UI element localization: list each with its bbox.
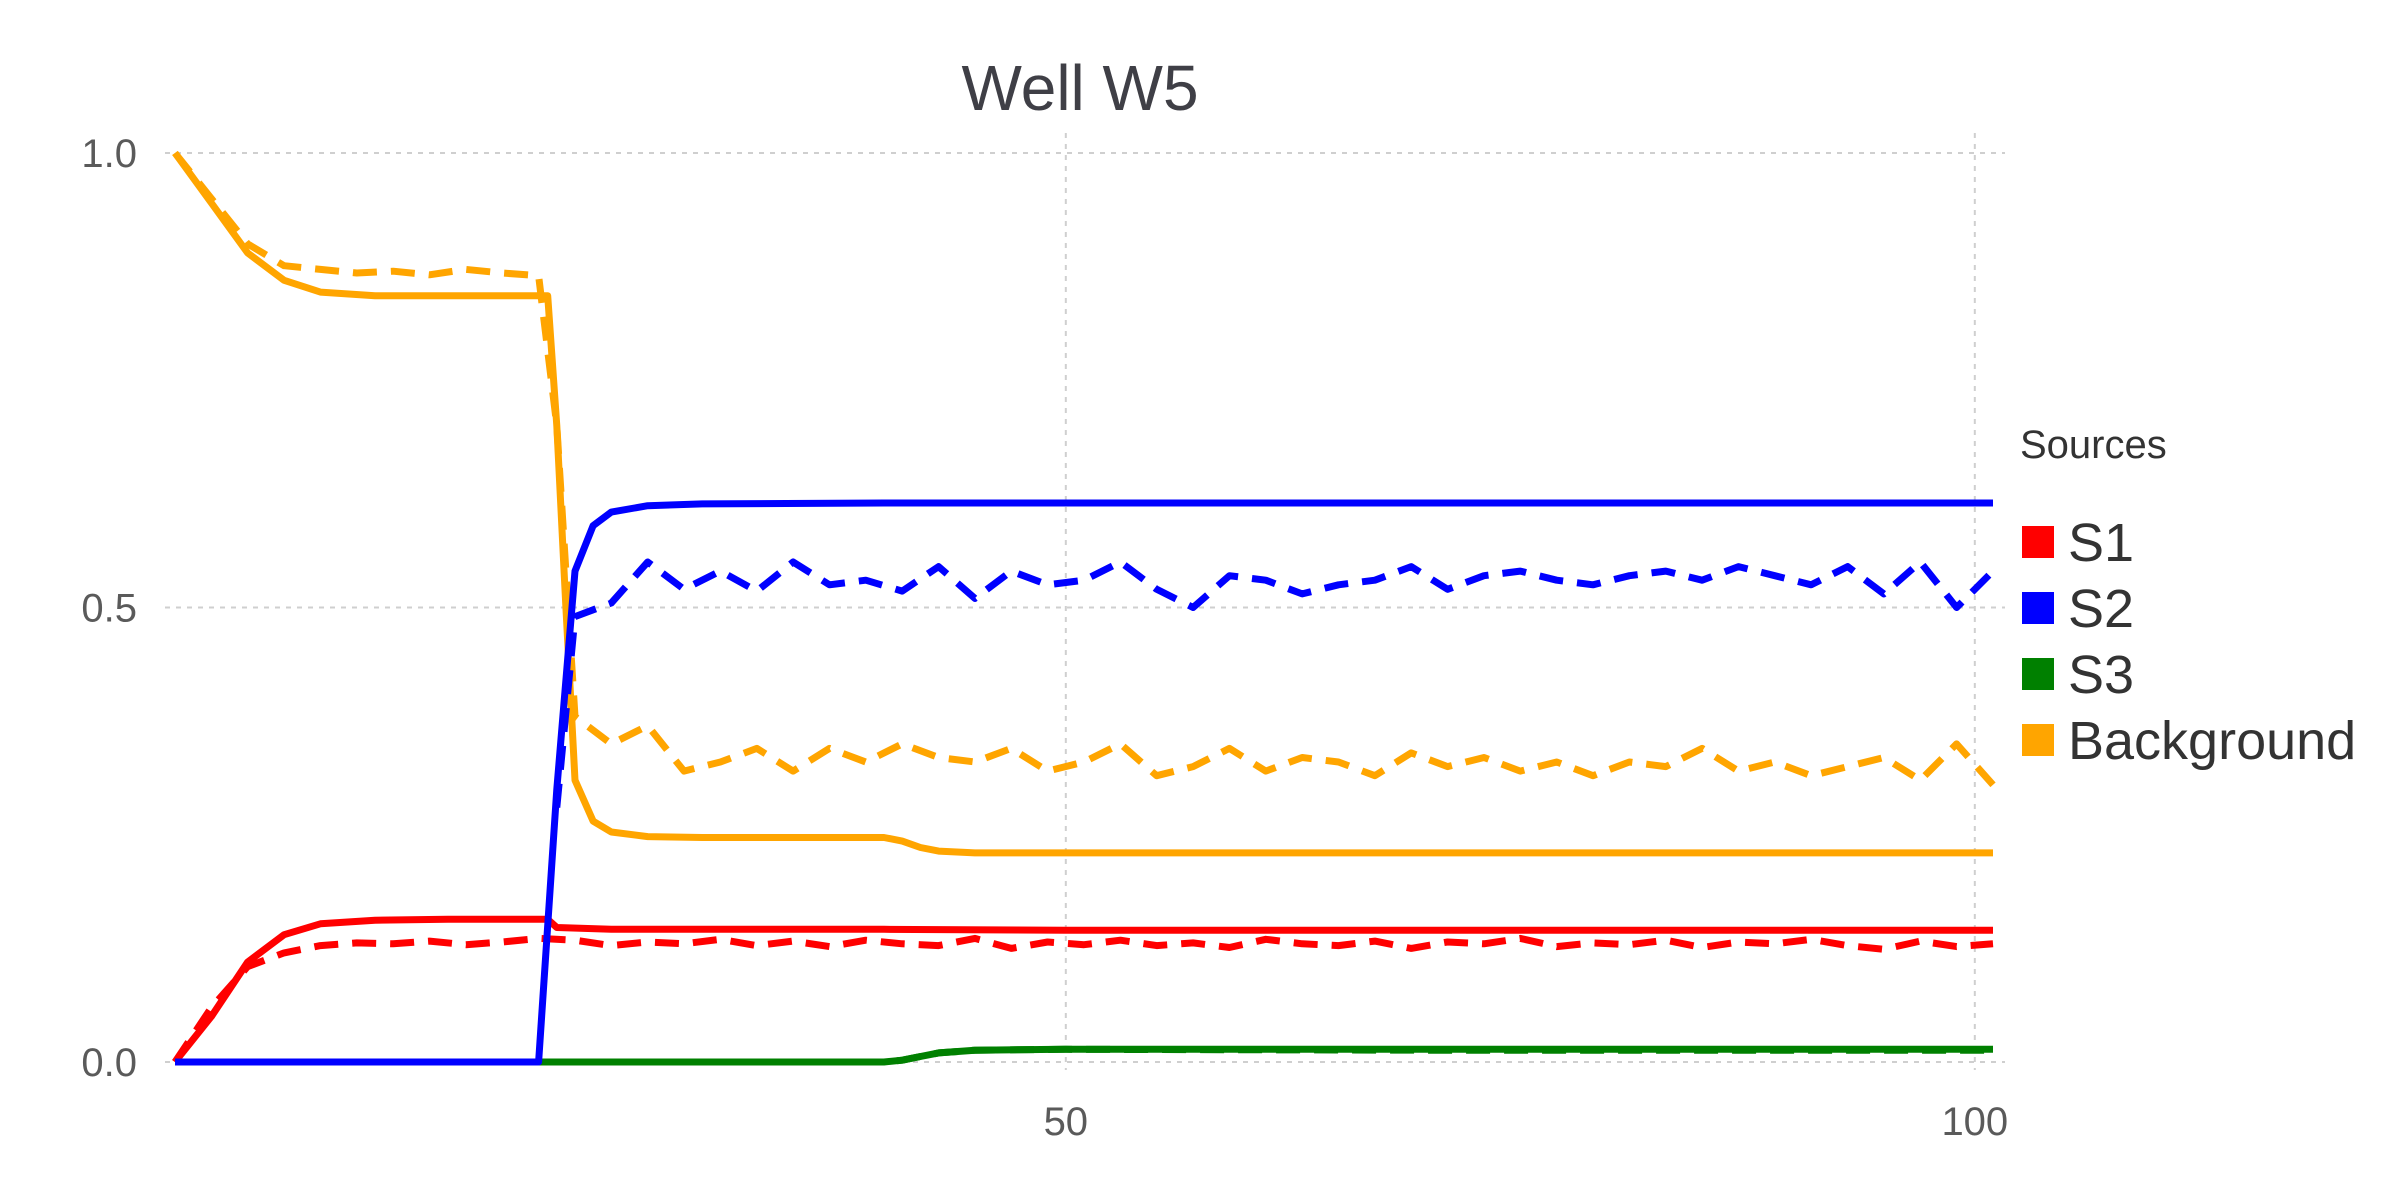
legend-label: S3 bbox=[2068, 645, 2134, 705]
grid bbox=[165, 133, 2005, 1070]
series-line-background-dashed bbox=[172, 150, 1996, 788]
legend-title: Sources bbox=[2020, 423, 2167, 467]
series-line-s3-dashed bbox=[175, 1045, 1993, 1066]
legend-swatch bbox=[2022, 592, 2054, 624]
y-tick-label: 0.0 bbox=[81, 1041, 137, 1085]
legend-swatch bbox=[2022, 526, 2054, 558]
series-line-s2-dashed bbox=[553, 558, 1996, 808]
x-axis-ticks: 50 100 bbox=[1044, 1100, 2009, 1144]
legend-swatch bbox=[2022, 724, 2054, 756]
legend-label: S1 bbox=[2068, 513, 2134, 573]
series-line-s2-solid bbox=[175, 499, 1993, 1066]
y-tick-label: 1.0 bbox=[81, 132, 137, 176]
legend-label: S2 bbox=[2068, 579, 2134, 639]
x-tick-label: 100 bbox=[1941, 1100, 2008, 1144]
y-axis-ticks: 0.0 0.5 1.0 bbox=[81, 132, 137, 1085]
legend-label: Background bbox=[2068, 711, 2356, 771]
y-tick-label: 0.5 bbox=[81, 587, 137, 631]
x-tick-label: 50 bbox=[1044, 1100, 1089, 1144]
series-lines bbox=[172, 150, 1996, 1066]
series-line-s1-dashed bbox=[172, 934, 1994, 1064]
series-line-background-solid bbox=[172, 150, 1993, 857]
chart-title: Well W5 bbox=[961, 52, 1198, 124]
legend-swatch bbox=[2022, 658, 2054, 690]
